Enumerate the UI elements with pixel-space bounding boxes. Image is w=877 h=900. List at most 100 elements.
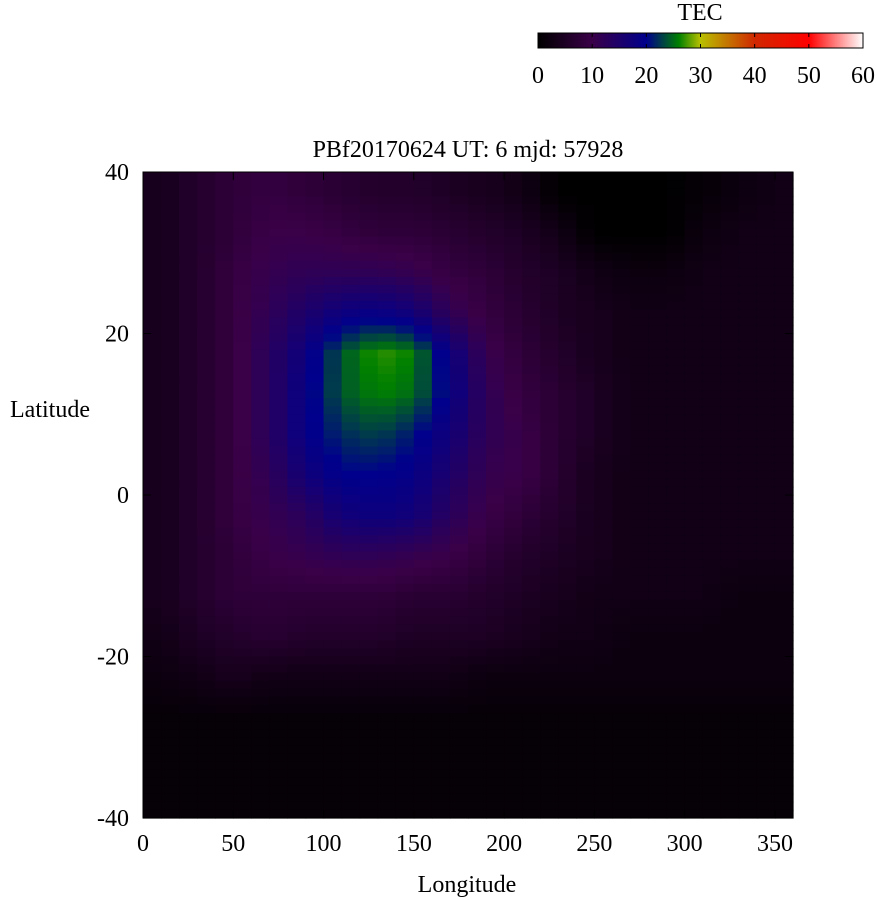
heatmap-cell xyxy=(720,188,740,197)
heatmap-cell xyxy=(648,664,668,674)
heatmap-cell xyxy=(413,341,433,351)
heatmap-cell xyxy=(305,559,325,569)
heatmap-cell xyxy=(215,721,234,730)
heatmap-cell xyxy=(377,599,397,609)
heatmap-cell xyxy=(720,341,740,351)
heatmap-cell xyxy=(143,632,162,641)
heatmap-cell xyxy=(684,599,704,609)
heatmap-cell xyxy=(197,745,216,754)
heatmap-cell xyxy=(486,414,505,423)
heatmap-cell xyxy=(305,632,325,641)
heatmap-cell xyxy=(540,527,559,536)
heatmap-cell xyxy=(431,188,451,197)
heatmap-cell xyxy=(323,664,343,674)
heatmap-cell xyxy=(359,721,379,730)
heatmap-cell xyxy=(359,632,379,641)
heatmap-cell xyxy=(612,301,632,310)
heatmap-cell xyxy=(558,753,577,763)
heatmap-cell xyxy=(558,172,577,181)
heatmap-cell xyxy=(486,599,505,609)
heatmap-cell xyxy=(612,357,632,367)
heatmap-cell xyxy=(612,527,632,536)
heatmap-cell xyxy=(504,486,523,496)
heatmap-cell xyxy=(756,381,776,391)
heatmap-cell xyxy=(738,640,758,650)
heatmap-cell xyxy=(774,204,794,213)
heatmap-cell xyxy=(305,656,325,666)
colorbar-tick-label: 40 xyxy=(743,63,767,89)
heatmap-cell xyxy=(594,220,614,230)
heatmap-cell xyxy=(305,793,325,803)
heatmap-cell xyxy=(323,575,343,585)
heatmap-cell xyxy=(359,276,379,286)
heatmap-cell xyxy=(431,309,451,318)
heatmap-cell xyxy=(522,365,541,375)
heatmap-cell xyxy=(738,438,758,448)
heatmap-cell xyxy=(449,809,469,819)
heatmap-cell xyxy=(756,422,776,431)
heatmap-cell xyxy=(215,511,234,520)
heatmap-cell xyxy=(269,785,289,795)
heatmap-cell xyxy=(684,511,704,520)
heatmap-cell xyxy=(233,495,252,504)
heatmap-cell xyxy=(612,462,632,472)
heatmap-cell xyxy=(143,293,162,302)
heatmap-cell xyxy=(522,252,541,262)
heatmap-cell xyxy=(269,495,289,504)
heatmap-cell xyxy=(738,543,758,553)
heatmap-cell xyxy=(702,365,722,375)
heatmap-cell xyxy=(359,204,379,213)
heatmap-cell xyxy=(197,188,216,197)
heatmap-cell xyxy=(576,414,595,423)
heatmap-cell xyxy=(540,503,559,512)
heatmap-cell xyxy=(756,624,776,633)
heatmap-cell xyxy=(233,785,252,795)
heatmap-cell xyxy=(756,575,776,585)
heatmap-cell xyxy=(305,503,325,512)
x-axis-label: Longitude xyxy=(418,872,517,898)
heatmap-cell xyxy=(359,357,379,367)
heatmap-cell xyxy=(287,365,307,375)
heatmap-cell xyxy=(395,220,415,230)
heatmap-cell xyxy=(323,785,343,795)
heatmap-cell xyxy=(269,454,289,464)
heatmap-cell xyxy=(630,357,650,367)
heatmap-cell xyxy=(161,527,180,536)
heatmap-cell xyxy=(702,672,722,682)
heatmap-cell xyxy=(630,608,650,617)
heatmap-cell xyxy=(287,285,307,294)
heatmap-cell xyxy=(738,519,758,528)
heatmap-cell xyxy=(540,357,559,367)
heatmap-cell xyxy=(576,309,595,318)
heatmap-cell xyxy=(395,696,415,706)
heatmap-cell xyxy=(413,696,433,706)
heatmap-cell xyxy=(594,276,614,286)
heatmap-cell xyxy=(558,608,577,617)
heatmap-cell xyxy=(359,438,379,448)
heatmap-cell xyxy=(540,769,559,779)
heatmap-cell xyxy=(630,268,650,278)
heatmap-cell xyxy=(161,438,180,448)
heatmap-cell xyxy=(774,301,794,310)
heatmap-cell xyxy=(648,753,668,763)
heatmap-cell xyxy=(251,438,270,448)
heatmap-cell xyxy=(251,446,270,456)
heatmap-cell xyxy=(395,801,415,811)
heatmap-cell xyxy=(251,575,270,585)
heatmap-cell xyxy=(684,276,704,286)
heatmap-cell xyxy=(377,721,397,730)
heatmap-cell xyxy=(251,567,270,577)
heatmap-cell xyxy=(702,551,722,561)
heatmap-cell xyxy=(197,535,216,545)
heatmap-cell xyxy=(305,398,325,407)
heatmap-cell xyxy=(143,204,162,213)
heatmap-cell xyxy=(666,180,686,189)
colorbar-tick-label: 30 xyxy=(689,63,713,89)
heatmap-cell xyxy=(468,632,487,641)
heatmap-cell xyxy=(684,196,704,205)
heatmap-cell xyxy=(630,672,650,682)
heatmap-cell xyxy=(251,244,270,254)
heatmap-cell xyxy=(576,809,595,819)
heatmap-cell xyxy=(179,333,198,343)
heatmap-cell xyxy=(413,656,433,666)
